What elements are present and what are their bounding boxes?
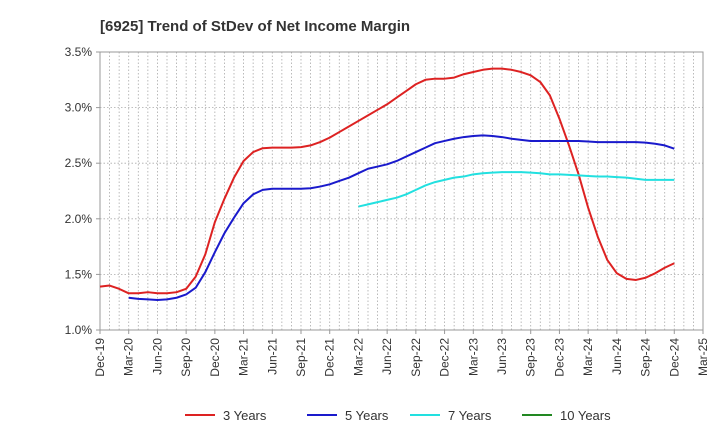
- x-tick-label: Dec-22: [438, 338, 452, 377]
- x-tick-label: Sep-20: [179, 338, 193, 377]
- legend: 3 Years 5 Years 7 Years 10 Years: [185, 408, 611, 423]
- x-tick-label: Sep-22: [409, 338, 423, 377]
- series-line-5-years: [128, 134, 675, 301]
- x-tick-label: Sep-23: [524, 338, 538, 377]
- legend-label-5-years: 5 Years: [345, 408, 389, 423]
- x-axis: Dec-19 Mar-20 Jun-20 Sep-20 Dec-20 Mar-21 Jun-…: [93, 330, 710, 377]
- legend-label-7-years: 7 Years: [448, 408, 492, 423]
- plot-area: [99, 51, 704, 331]
- x-tick-label: Mar-23: [466, 338, 480, 376]
- y-axis: 1.0% 1.5% 2.0% 2.5% 3.0% 3.5%: [65, 45, 100, 337]
- x-tick-label: Mar-24: [581, 338, 595, 376]
- x-tick-label: Mar-20: [122, 338, 136, 376]
- x-tick-label: Mar-25: [696, 338, 710, 376]
- x-tick-label: Jun-24: [610, 338, 624, 375]
- x-tick-label: Dec-23: [552, 338, 566, 377]
- y-tick-label: 2.0%: [65, 212, 93, 226]
- legend-label-10-years: 10 Years: [560, 408, 611, 423]
- x-tick-label: Sep-24: [639, 338, 653, 377]
- y-tick-label: 1.0%: [65, 323, 93, 337]
- x-tick-label: Dec-21: [323, 338, 337, 377]
- x-tick-label: Mar-21: [237, 338, 251, 376]
- x-tick-label: Dec-19: [93, 338, 107, 377]
- chart-title: [6925] Trend of StDev of Net Income Marg…: [100, 18, 410, 35]
- grid: [100, 52, 703, 330]
- y-tick-label: 3.0%: [65, 101, 93, 115]
- y-tick-label: 1.5%: [65, 267, 93, 281]
- y-tick-label: 3.5%: [65, 45, 93, 59]
- series-line-3-years: [99, 67, 675, 295]
- x-tick-label: Sep-21: [294, 338, 308, 377]
- x-tick-label: Mar-22: [351, 338, 365, 376]
- x-tick-label: Jun-22: [380, 338, 394, 375]
- y-tick-label: 2.5%: [65, 156, 93, 170]
- legend-label-3-years: 3 Years: [223, 408, 267, 423]
- x-tick-label: Jun-23: [495, 338, 509, 375]
- x-tick-label: Dec-24: [667, 338, 681, 377]
- x-tick-label: Dec-20: [208, 338, 222, 377]
- series-line-7-years: [358, 171, 675, 208]
- x-tick-label: Jun-21: [265, 338, 279, 375]
- series-lines: [99, 67, 675, 301]
- x-tick-label: Jun-20: [150, 338, 164, 375]
